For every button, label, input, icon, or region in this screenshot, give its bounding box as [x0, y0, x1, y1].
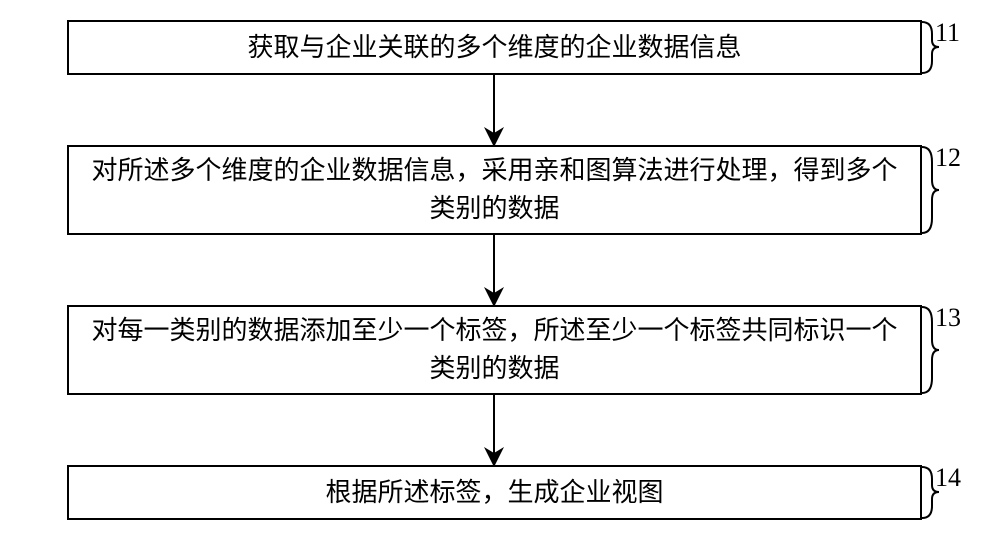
flow-step-3: 对每一类别的数据添加至少一个标签，所述至少一个标签共同标识一个类别的数据 — [67, 305, 922, 395]
flow-step-2-label: 12 — [935, 143, 961, 173]
flow-step-4-label: 14 — [935, 463, 961, 493]
flow-step-1-text: 获取与企业关联的多个维度的企业数据信息 — [237, 29, 751, 67]
flow-step-3-label: 13 — [935, 303, 961, 333]
flow-step-4: 根据所述标签，生成企业视图 — [67, 465, 922, 520]
flow-step-1-label: 11 — [935, 18, 960, 48]
flow-step-2: 对所述多个维度的企业数据信息，采用亲和图算法进行处理，得到多个类别的数据 — [67, 145, 922, 235]
flow-step-3-text: 对每一类别的数据添加至少一个标签，所述至少一个标签共同标识一个类别的数据 — [69, 312, 920, 387]
flow-step-2-text: 对所述多个维度的企业数据信息，采用亲和图算法进行处理，得到多个类别的数据 — [69, 152, 920, 227]
flow-step-1: 获取与企业关联的多个维度的企业数据信息 — [67, 20, 922, 75]
connectors-svg — [0, 0, 1000, 545]
flow-step-4-text: 根据所述标签，生成企业视图 — [315, 474, 673, 512]
